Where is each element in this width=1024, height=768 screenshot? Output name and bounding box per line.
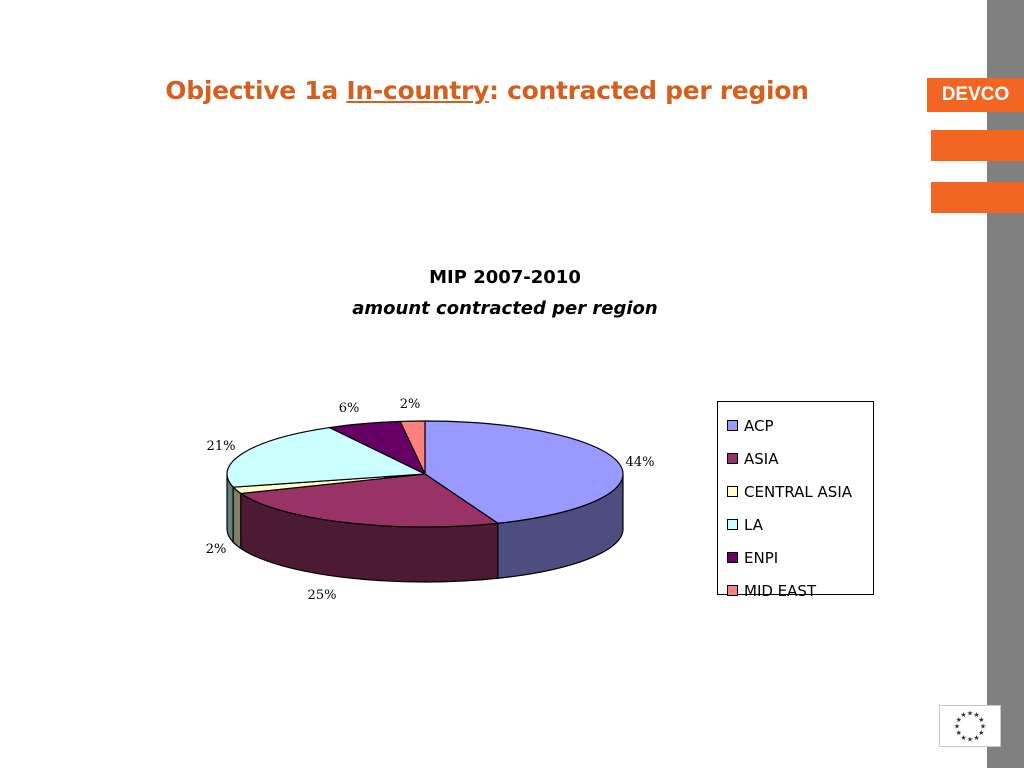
legend-label: ACP: [744, 416, 774, 435]
star-icon: ★: [973, 734, 979, 742]
chart-title: MIP 2007-2010: [429, 267, 581, 288]
star-icon: ★: [980, 723, 986, 731]
star-icon: ★: [978, 729, 984, 737]
star-icon: ★: [978, 716, 984, 724]
legend-item-central-asia: CENTRAL ASIA: [727, 475, 873, 508]
legend-label: LA: [744, 515, 763, 534]
pie-slice-mid-east: [399, 420, 426, 475]
legend-swatch: [727, 453, 738, 464]
star-icon: ★: [960, 711, 966, 719]
star-icon: ★: [956, 729, 962, 737]
legend-label: ASIA: [744, 449, 779, 468]
legend-swatch: [727, 420, 738, 431]
slide-title: Objective 1a In-country: contracted per …: [0, 76, 974, 105]
data-label-asia: 25%: [308, 588, 337, 603]
legend-item-acp: ACP: [727, 409, 873, 442]
eu-flag-logo: ★ ★ ★ ★ ★ ★ ★ ★ ★ ★ ★ ★: [939, 705, 1001, 747]
slide-title-prefix: Objective 1a: [165, 76, 347, 105]
legend-swatch: [727, 486, 738, 497]
star-icon: ★: [973, 711, 979, 719]
star-icon: ★: [967, 736, 973, 744]
chart-subtitle: amount contracted per region: [352, 298, 658, 319]
star-icon: ★: [967, 710, 973, 718]
legend-label: MID EAST: [744, 581, 817, 600]
legend-label: ENPI: [744, 548, 779, 567]
legend-item-enpi: ENPI: [727, 541, 873, 574]
data-label-central-asia: 2%: [206, 542, 227, 557]
data-label-acp: 44%: [626, 455, 655, 470]
pie-slice-acp: [424, 420, 624, 524]
chart-legend: ACP ASIA CENTRAL ASIA LA ENPI MID EAST: [717, 401, 874, 600]
legend-item-asia: ASIA: [727, 442, 873, 475]
legend-swatch: [727, 519, 738, 530]
legend-item-la: LA: [727, 508, 873, 541]
chart-title-block: MIP 2007-2010 amount contracted per regi…: [280, 264, 730, 326]
eu-stars-icon: ★★★★★★★★★ ★ ★★: [954, 710, 986, 744]
star-icon: ★: [960, 734, 966, 742]
brand-stripe: [931, 130, 1024, 161]
data-label-la: 21%: [207, 439, 236, 454]
side-bar: [987, 0, 1024, 768]
star-icon: ★: [954, 723, 960, 731]
brand-stripe: [931, 182, 1024, 213]
star-icon: ★: [956, 716, 962, 724]
data-label-enpi: 6%: [339, 401, 360, 416]
slide-title-suffix: : contracted per region: [489, 76, 809, 105]
data-label-mid-east: 2%: [400, 397, 421, 412]
brand-tab: DEVCO: [927, 78, 1024, 112]
pie-slice-la: [226, 426, 428, 488]
legend-swatch: [727, 552, 738, 563]
pie-slice-side-central-asia: [232, 485, 242, 550]
legend-item-mid-east: MID EAST: [727, 574, 873, 607]
slide-title-underlined: In-country: [346, 76, 489, 105]
legend-label: CENTRAL ASIA: [744, 482, 853, 501]
legend-swatch: [727, 585, 738, 596]
